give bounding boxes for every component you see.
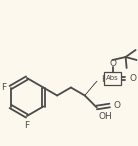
Text: HN: HN (101, 75, 114, 84)
Text: F: F (1, 83, 6, 92)
FancyBboxPatch shape (104, 72, 121, 85)
Text: O: O (114, 101, 121, 110)
Text: OH: OH (99, 112, 112, 121)
Text: O: O (129, 74, 136, 83)
Text: Abs: Abs (106, 75, 119, 81)
Text: F: F (24, 120, 30, 130)
Text: O: O (109, 59, 116, 67)
Polygon shape (85, 81, 97, 95)
